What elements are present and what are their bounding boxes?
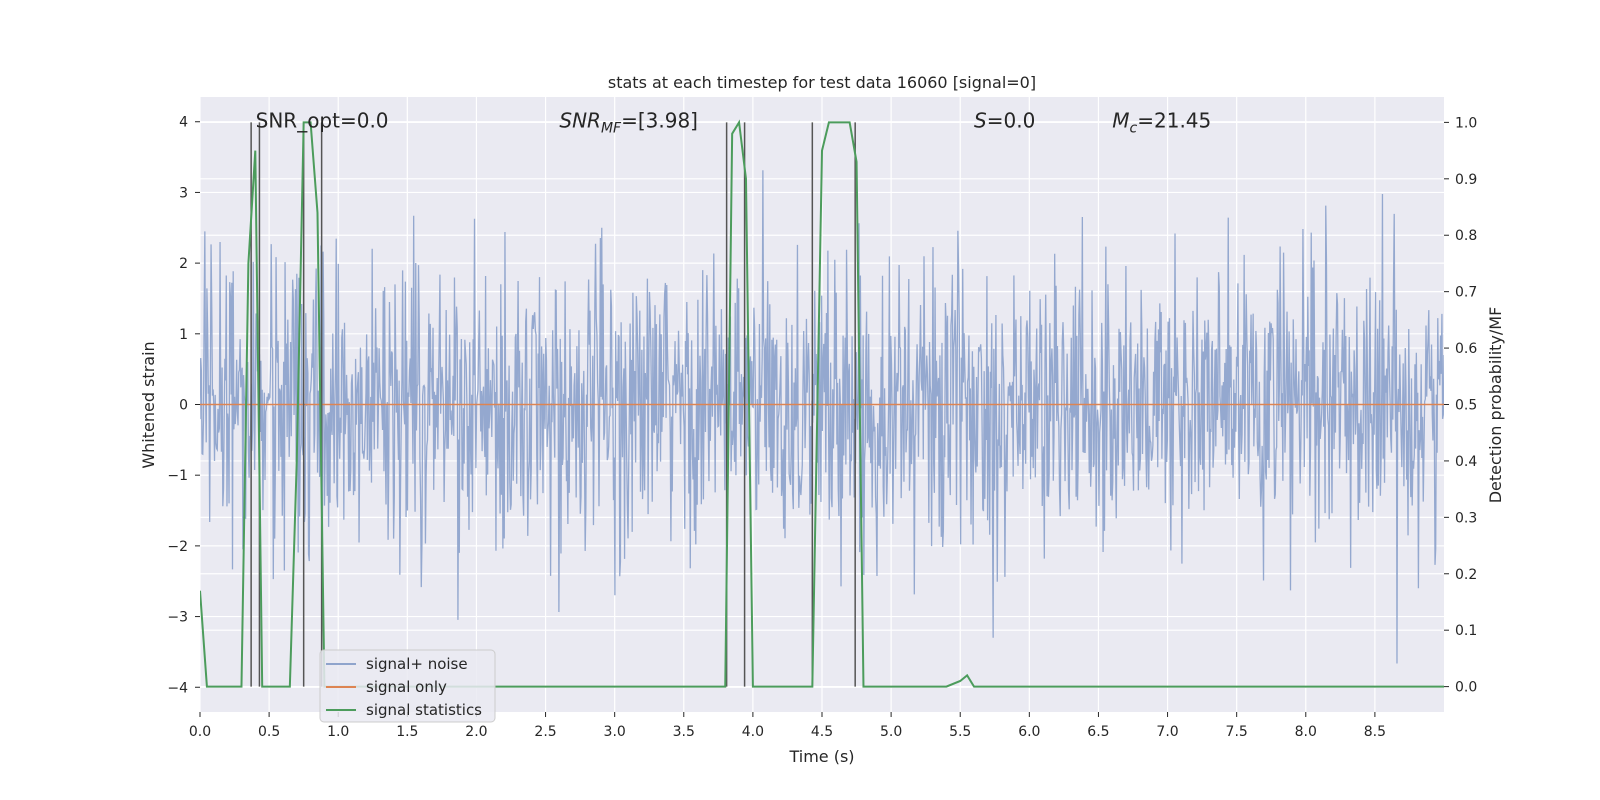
y2-tick-label: 0.5 [1455, 398, 1477, 414]
y2-axis-ticks: 0.0 0.1 0.2 0.3 0.4 0.5 0.6 0.7 0.8 0.9 1.0 [1444, 115, 1477, 696]
x-tick-label: 6.5 [1087, 724, 1109, 740]
y-tick-label: 3 [179, 185, 188, 201]
y2-axis-label: Detection probability/MF [1486, 307, 1505, 504]
signal-plus-noise-line [200, 170, 1444, 664]
y2-tick-label: 0.8 [1455, 228, 1477, 244]
legend-label: signal+ noise [366, 655, 468, 673]
y2-tick-label: 0.7 [1455, 285, 1477, 301]
y2-tick-label: 0.0 [1455, 680, 1477, 696]
y-tick-label: 0 [179, 398, 188, 414]
y2-tick-label: 0.9 [1455, 172, 1477, 188]
legend: signal+ noise signal only signal statistic… [319, 649, 496, 723]
x-tick-label: 5.5 [949, 724, 971, 740]
y-tick-label: 2 [179, 256, 188, 272]
plot-content [200, 119, 1444, 688]
x-tick-label: 2.5 [534, 724, 556, 740]
signal-statistics-line [200, 119, 1444, 688]
x-axis-ticks: 0.0 0.5 1.0 1.5 2.0 2.5 3.0 3.5 4.0 4.5 5.0 5.5 6.0 6… [189, 712, 1386, 740]
annotation: S=0.0 [974, 109, 1035, 133]
x-tick-label: 4.0 [742, 724, 764, 740]
x-tick-label: 0.5 [258, 724, 280, 740]
x-tick-label: 7.0 [1156, 724, 1178, 740]
y-tick-label: 4 [179, 115, 188, 131]
x-tick-label: 1.0 [327, 724, 349, 740]
y-tick-label: 1 [179, 327, 188, 343]
x-tick-label: 1.5 [396, 724, 418, 740]
x-tick-label: 2.0 [465, 724, 487, 740]
y2-tick-label: 0.1 [1455, 623, 1477, 639]
y-tick-label: −3 [167, 610, 188, 626]
x-tick-label: 8.5 [1364, 724, 1386, 740]
legend-label: signal only [366, 678, 447, 696]
chart-title: stats at each timestep for test data 160… [608, 73, 1036, 92]
y2-tick-label: 0.4 [1455, 454, 1477, 470]
legend-label: signal statistics [366, 701, 482, 719]
x-tick-label: 6.0 [1018, 724, 1040, 740]
annotation: SNR_opt=0.0 [256, 109, 389, 133]
annotation: SNRMF=[3.98] [559, 109, 698, 137]
y2-tick-label: 0.3 [1455, 510, 1477, 526]
series-signal-statistics [200, 119, 1444, 688]
x-tick-label: 5.0 [880, 724, 902, 740]
y-axis-ticks: −4 −3 −2 −1 0 1 2 3 4 [167, 115, 200, 696]
annotation: Mc=21.45 [1112, 109, 1211, 137]
x-tick-label: 3.5 [673, 724, 695, 740]
y-tick-label: −4 [167, 680, 188, 696]
x-tick-label: 4.5 [811, 724, 833, 740]
x-axis-label: Time (s) [788, 747, 854, 766]
legend-box [319, 649, 496, 723]
y-axis-label: Whitened strain [139, 341, 158, 468]
y-tick-label: −2 [167, 539, 188, 555]
x-tick-label: 0.0 [189, 724, 211, 740]
y2-tick-label: 0.6 [1455, 341, 1477, 357]
y-tick-label: −1 [167, 468, 188, 484]
y2-tick-label: 1.0 [1455, 115, 1477, 131]
annotations: SNR_opt=0.0 SNRMF=[3.98] S=0.0 Mc=21.45 [256, 109, 1212, 137]
x-tick-label: 3.0 [604, 724, 626, 740]
y2-tick-label: 0.2 [1455, 567, 1477, 583]
x-tick-label: 7.5 [1226, 724, 1248, 740]
series-signal-plus-noise [200, 170, 1444, 664]
x-tick-label: 8.0 [1295, 724, 1317, 740]
